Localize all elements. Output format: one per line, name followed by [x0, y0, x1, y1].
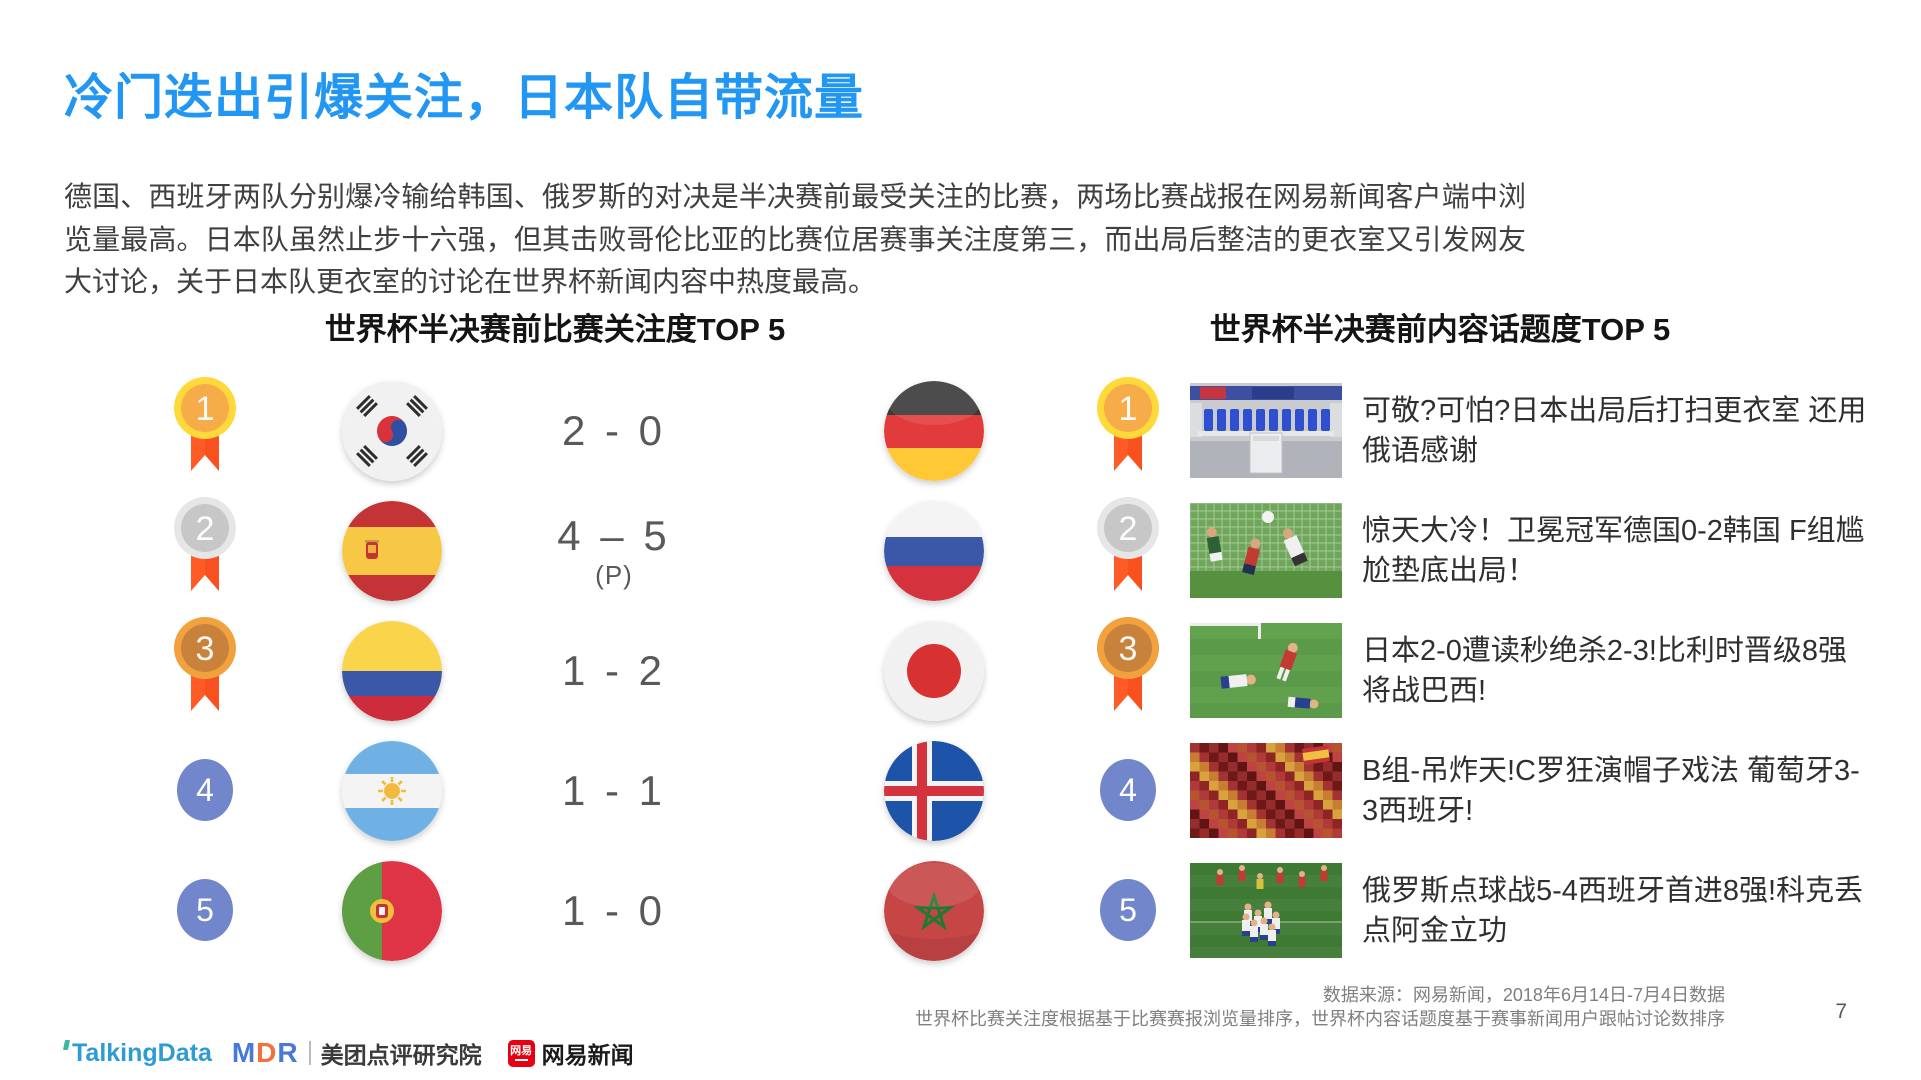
- rank-badge: 4: [1100, 759, 1156, 821]
- netease-logo-icon: 网易: [507, 1039, 535, 1067]
- medal-silver-icon: 2: [1095, 495, 1161, 602]
- left-panel-title: 世界杯半决赛前比赛关注度TOP 5: [324, 312, 786, 347]
- score-text: 2 - 0: [561, 407, 667, 454]
- medal-gold-icon: 1: [172, 375, 238, 482]
- news-row: 4 B组-吊炸天!C罗狂演帽子戏法 葡萄牙3-3西班牙!: [1095, 731, 1870, 851]
- flag-colombia-icon: [342, 621, 442, 721]
- talkingdata-logo: TalkingData: [62, 1038, 212, 1068]
- talkingdata-logo-text: TalkingData: [72, 1038, 212, 1067]
- flag-argentina-icon: [342, 741, 442, 841]
- source-line-1: 数据来源：网易新闻，2018年6月14日-7月4日数据: [1322, 985, 1725, 1005]
- thumb-goal-upset-image: [1190, 503, 1342, 598]
- rank-number: 5: [177, 879, 233, 941]
- svg-text:2: 2: [1119, 510, 1138, 548]
- match-score: 1 - 0: [509, 851, 719, 971]
- rank-badge: 5: [177, 879, 233, 941]
- netease-news-label: 网易新闻: [541, 1042, 634, 1068]
- meituan-dianping-institute-label: 美团点评研究院: [320, 1042, 482, 1068]
- flag-morocco-icon: [884, 861, 984, 961]
- match-score: 1 - 2: [509, 611, 719, 731]
- netease-badge-text: 网易: [510, 1044, 533, 1057]
- news-row: 2 惊天大冷！卫冕冠军德国0-2韩国 F组尴尬垫底出局！: [1095, 491, 1870, 611]
- netease-badge-bar: [514, 1058, 528, 1061]
- slide-title: 冷门迭出引爆关注，日本队自带流量: [64, 71, 865, 125]
- news-headline: B组-吊炸天!C罗狂演帽子戏法 葡萄牙3-3西班牙!: [1362, 754, 1860, 827]
- intro-paragraph: 德国、西班牙两队分别爆冷输给韩国、俄罗斯的对决是半决赛前最受关注的比赛，两场比赛…: [64, 181, 1526, 298]
- svg-text:3: 3: [1119, 630, 1138, 668]
- match-score: 1 - 1: [509, 731, 719, 851]
- match-score: 4 – 5 (P): [509, 491, 719, 611]
- flag-portugal-icon: [342, 861, 442, 961]
- news-headline: 日本2-0遭读秒绝杀2-3!比利时晋级8强将战巴西!: [1362, 634, 1848, 707]
- news-row: 3 日本2-0遭读秒绝杀2-3!比利时晋级8强将战巴西!: [1095, 611, 1870, 731]
- match-row: 1 2 - 0: [150, 371, 984, 491]
- medal-gold-icon: 1: [1095, 375, 1161, 482]
- score-text: 4 – 5: [557, 511, 671, 559]
- svg-text:1: 1: [196, 390, 215, 428]
- rank-number: 4: [177, 759, 233, 821]
- rank-number: 5: [1100, 879, 1156, 941]
- medal-silver-icon: 2: [172, 495, 238, 602]
- thumb-team-celebration-image: [1190, 863, 1342, 958]
- talkingdata-tick-icon: [62, 1039, 71, 1050]
- page-number: 7: [1835, 1000, 1847, 1023]
- mdr-logo-text: MDR: [231, 1037, 299, 1068]
- penalty-note: (P): [595, 559, 633, 590]
- right-panel-title: 世界杯半决赛前内容话题度TOP 5: [1209, 312, 1671, 347]
- match-score: 2 - 0: [509, 371, 719, 491]
- match-row: 5 1 - 0: [150, 851, 984, 971]
- svg-text:2: 2: [196, 510, 215, 548]
- flag-russia-icon: [884, 501, 984, 601]
- match-row: 2 4 – 5 (P): [150, 491, 984, 611]
- flag-south-korea-icon: [342, 381, 442, 481]
- rank-badge: 4: [177, 759, 233, 821]
- thumb-locker-room-image: [1190, 383, 1342, 478]
- thumb-players-down-image: [1190, 623, 1342, 718]
- rank-number: 4: [1100, 759, 1156, 821]
- news-headline: 惊天大冷！卫冕冠军德国0-2韩国 F组尴尬垫底出局！: [1362, 514, 1865, 587]
- score-text: 1 - 1: [561, 767, 667, 814]
- medal-bronze-icon: 3: [1095, 615, 1161, 722]
- news-headline: 可敬?可怕?日本出局后打扫更衣室 还用俄语感谢: [1362, 394, 1867, 467]
- svg-text:3: 3: [196, 630, 215, 668]
- score-text: 1 - 0: [561, 887, 667, 934]
- data-source-note: 数据来源：网易新闻，2018年6月14日-7月4日数据 世界杯比赛关注度根据基于…: [915, 984, 1725, 1032]
- score-text: 1 - 2: [561, 647, 667, 694]
- news-headline: 俄罗斯点球战5-4西班牙首进8强!科克丢点阿金立功: [1362, 874, 1864, 947]
- logo-divider: [308, 1041, 311, 1065]
- flag-germany-icon: [884, 381, 984, 481]
- footer-logos: TalkingData MDR 美团点评研究院 网易 网易新闻: [62, 1036, 634, 1070]
- flag-japan-icon: [884, 621, 984, 721]
- thumb-fans-crowd-image: [1190, 743, 1342, 838]
- match-row: 4 1 - 1: [150, 731, 984, 851]
- flag-iceland-icon: [884, 741, 984, 841]
- match-row: 3 1 - 2: [150, 611, 984, 731]
- svg-text:1: 1: [1119, 390, 1138, 428]
- source-line-2: 世界杯比赛关注度根据基于比赛赛报浏览量排序，世界杯内容话题度基于赛事新闻用户跟帖…: [915, 1008, 1725, 1029]
- flag-spain-icon: [342, 501, 442, 601]
- rank-badge: 5: [1100, 879, 1156, 941]
- news-row: 5 俄罗斯点球战5-4西班牙首进8强!科克丢点阿金立功: [1095, 851, 1870, 971]
- news-row: 1 可敬?可怕?日本出局后打扫更衣室 还用俄语感谢: [1095, 371, 1870, 491]
- medal-bronze-icon: 3: [172, 615, 238, 722]
